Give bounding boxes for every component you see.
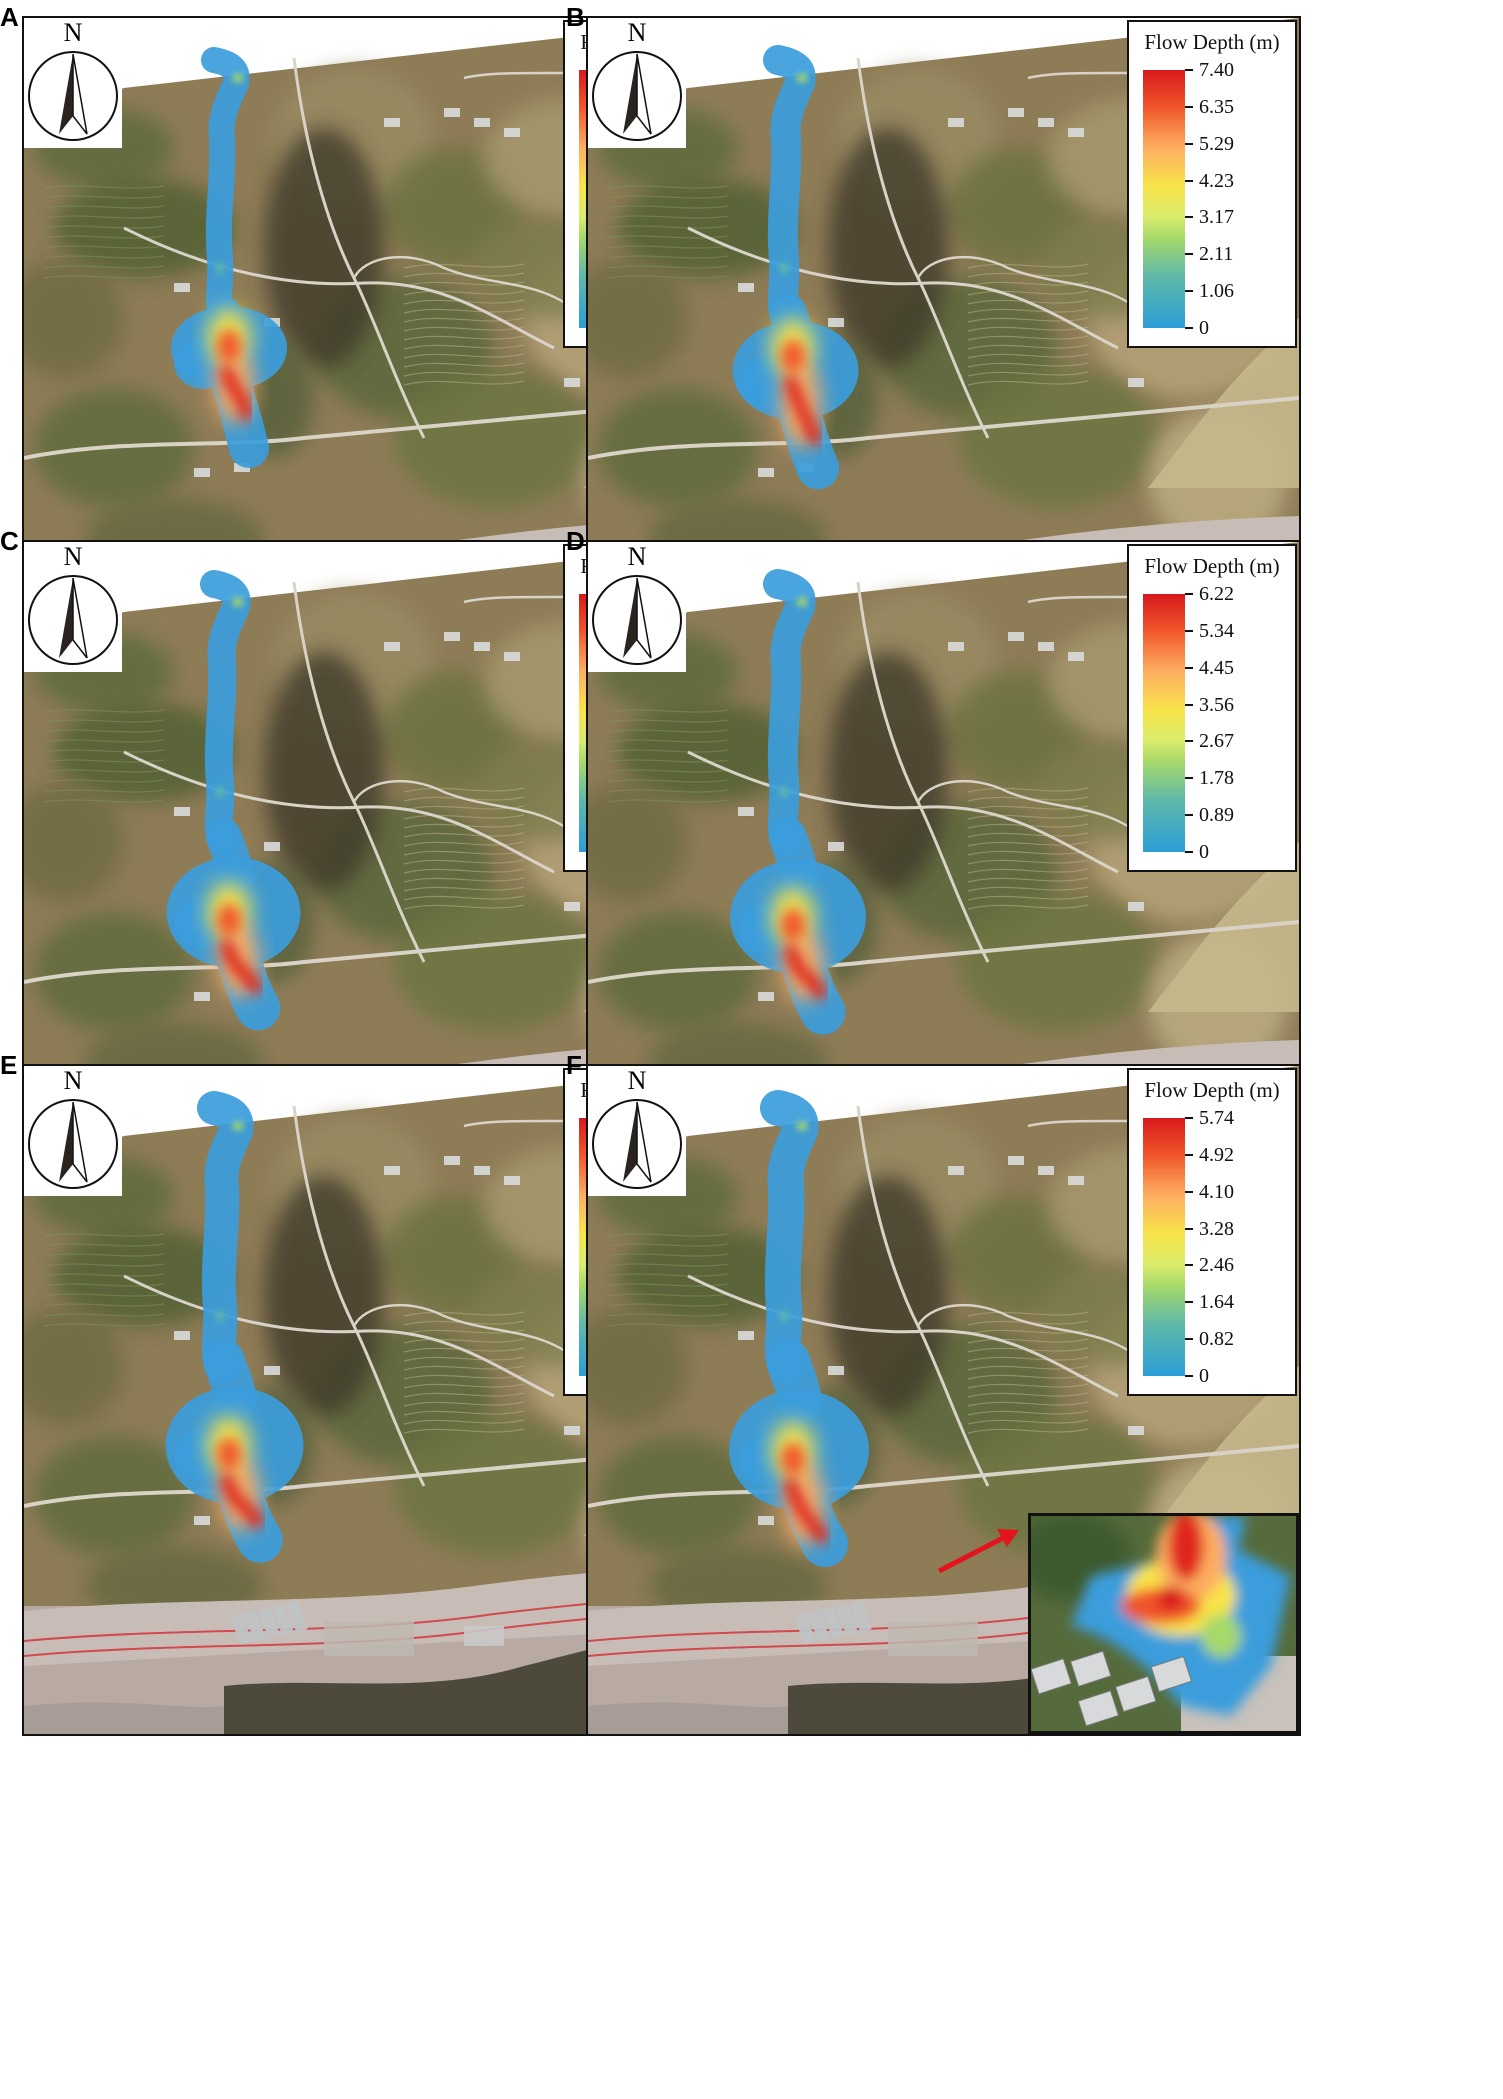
legend-tick [1185, 629, 1193, 632]
legend-tick [1185, 1190, 1193, 1193]
north-label: N [627, 542, 647, 571]
legend-title: Flow Depth (m) [1144, 554, 1280, 578]
flow-depth-overlay [732, 45, 859, 490]
legend-tick-label: 5.29 [1199, 132, 1234, 155]
legend-tick [1185, 740, 1193, 743]
legend-tick-label: 5.74 [1199, 1107, 1234, 1129]
compass-icon [28, 1099, 118, 1189]
legend-tick [1185, 142, 1193, 145]
compass-icon [592, 51, 682, 141]
legend-tick-label: 6.35 [1199, 95, 1234, 118]
legend-tick [1185, 703, 1193, 706]
legend-tick [1185, 216, 1193, 219]
legend-tick-label: 0 [1199, 1365, 1209, 1387]
flow-depth-overlay [729, 1090, 869, 1567]
north-arrow: N [24, 1066, 122, 1196]
flow-depth-overlay [730, 569, 866, 1035]
legend-tick-label: 2.67 [1199, 730, 1234, 753]
color-ramp [1143, 70, 1185, 328]
legend-tick-label: 0 [1199, 317, 1209, 339]
flow-depth-legend: Flow Depth (m) 5.74 4.92 4.10 3.28 2.46 1.64 0.… [1127, 1068, 1297, 1396]
legend-title: Flow Depth (m) [1144, 1078, 1280, 1102]
legend-tick [1185, 69, 1193, 71]
legend-tick [1185, 1227, 1193, 1230]
legend-tick [1185, 290, 1193, 293]
legend-tick [1185, 1301, 1193, 1304]
north-label: N [63, 1066, 83, 1095]
compass-icon [28, 51, 118, 141]
color-ramp [1143, 594, 1185, 852]
legend-tick-label: 2.11 [1199, 243, 1234, 266]
zoom-inset [1028, 1513, 1299, 1734]
flow-depth-overlay [166, 570, 301, 1031]
north-arrow: N [24, 18, 122, 148]
compass-icon [28, 575, 118, 665]
legend-tick-label: 3.28 [1199, 1217, 1234, 1240]
legend-tick-label: 4.92 [1199, 1143, 1234, 1166]
panel-label-e: E [0, 1050, 18, 1080]
flow-depth-overlay [165, 1091, 304, 1563]
north-arrow: N [24, 542, 122, 672]
flow-depth-legend: Flow Depth (m) 7.40 6.35 5.29 4.23 3.17 2.11 1.… [1127, 20, 1297, 348]
north-arrow: N [588, 18, 686, 148]
legend-tick-label: 4.23 [1199, 169, 1234, 192]
north-label: N [627, 1066, 647, 1095]
legend-tick-label: 0 [1199, 841, 1209, 863]
compass-icon [592, 1099, 682, 1189]
inset-pointer-arrow [937, 1529, 1019, 1574]
legend-tick [1185, 1375, 1193, 1377]
flow-depth-overlay [171, 47, 287, 468]
legend-tick-label: 3.17 [1199, 206, 1234, 229]
legend-tick [1185, 851, 1193, 853]
legend-tick [1185, 1153, 1193, 1156]
legend-tick-label: 1.64 [1199, 1291, 1234, 1314]
legend-tick [1185, 179, 1193, 182]
inset-flow-detail [1031, 1516, 1296, 1731]
north-arrow: N [588, 1066, 686, 1196]
legend-tick [1185, 1117, 1193, 1119]
flow-depth-legend: Flow Depth (m) 6.22 5.34 4.45 3.56 2.67 1.78 0.… [1127, 544, 1297, 872]
legend-tick [1185, 814, 1193, 817]
legend-title: Flow Depth (m) [1144, 30, 1280, 54]
panel-label-a: A [0, 2, 19, 32]
panel-label-c: C [0, 526, 19, 556]
legend-tick [1185, 253, 1193, 256]
compass-icon [592, 575, 682, 665]
map-panel-d: N Flow Depth (m) 6.22 5.34 4.45 3.56 2.67 1.78… [586, 540, 1301, 1212]
legend-tick [1185, 593, 1193, 595]
north-label: N [63, 18, 83, 47]
north-label: N [63, 542, 83, 571]
legend-tick-label: 4.10 [1199, 1180, 1234, 1203]
legend-tick-label: 3.56 [1199, 693, 1234, 716]
legend-tick-label: 7.40 [1199, 59, 1234, 81]
legend-tick-label: 1.06 [1199, 280, 1234, 303]
north-arrow: N [588, 542, 686, 672]
legend-tick [1185, 1264, 1193, 1267]
panel-label-f: F [566, 1050, 582, 1080]
color-ramp [1143, 1118, 1185, 1376]
legend-tick [1185, 105, 1193, 108]
legend-tick-label: 2.46 [1199, 1254, 1234, 1277]
panel-label-b: B [566, 2, 585, 32]
legend-tick [1185, 327, 1193, 329]
legend-tick [1185, 666, 1193, 669]
legend-tick-label: 0.82 [1199, 1328, 1234, 1351]
legend-tick [1185, 777, 1193, 780]
north-label: N [627, 18, 647, 47]
legend-tick-label: 6.22 [1199, 583, 1234, 605]
legend-tick-label: 1.78 [1199, 767, 1234, 790]
panel-label-d: D [566, 526, 585, 556]
legend-tick [1185, 1338, 1193, 1341]
legend-tick-label: 4.45 [1199, 656, 1234, 679]
map-panel-f: N Flow Depth (m) 5.74 4.92 4.10 3.28 2.46 1.64… [586, 1064, 1301, 1736]
legend-tick-label: 5.34 [1199, 619, 1234, 642]
legend-tick-label: 0.89 [1199, 804, 1234, 827]
